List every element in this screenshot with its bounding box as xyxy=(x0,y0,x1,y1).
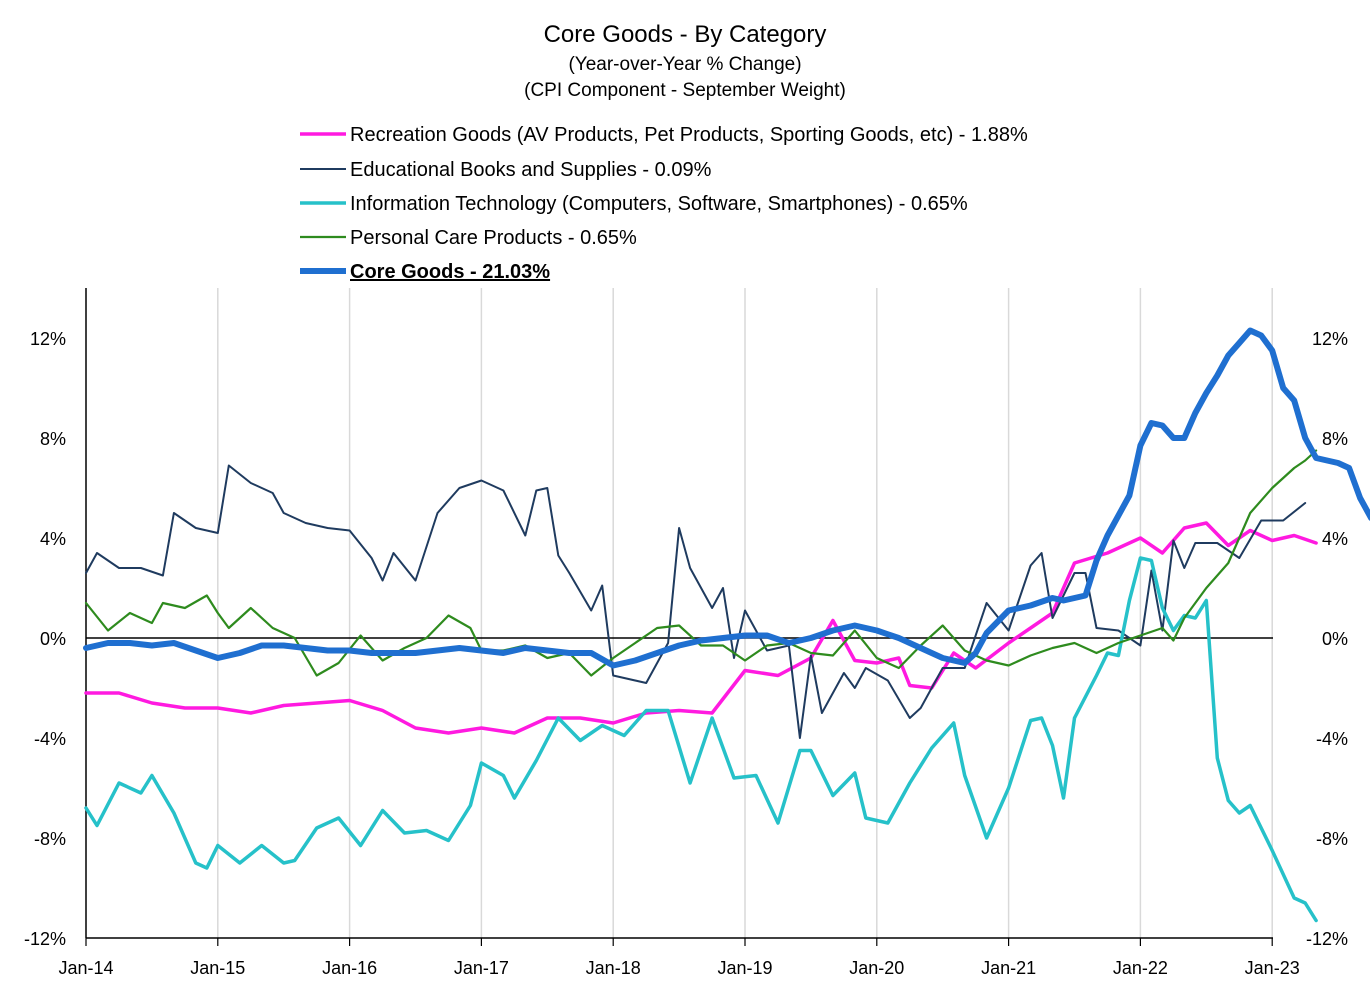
y-tick-label-right: 4% xyxy=(1322,529,1348,549)
series-lines xyxy=(83,327,1370,923)
y-tick-label-right: -12% xyxy=(1306,929,1348,949)
legend-label-information-technology: Information Technology (Computers, Softw… xyxy=(350,193,968,215)
y-tick-label-right: 12% xyxy=(1312,329,1348,349)
x-tick-label: Jan-18 xyxy=(586,958,641,978)
chart-subtitle-1: (Year-over-Year % Change) xyxy=(568,54,801,75)
x-tick-label: Jan-14 xyxy=(58,958,113,978)
x-ticks: Jan-14 Jan-15 Jan-16 Jan-17 Jan-18 Jan-19 Jan-… xyxy=(58,938,1300,978)
y-tick-label-right: -4% xyxy=(1316,729,1348,749)
legend-label-core-goods: Core Goods - 21.03% xyxy=(350,261,550,283)
recreation-goods-line xyxy=(84,521,1318,735)
educational-books-line xyxy=(85,464,1307,739)
core-goods-line xyxy=(83,327,1370,669)
y-tick-label-left: -8% xyxy=(34,829,66,849)
x-tick-label: Jan-20 xyxy=(849,958,904,978)
legend-label-personal-care: Personal Care Products - 0.65% xyxy=(350,227,637,249)
chart-subtitle-2: (CPI Component - September Weight) xyxy=(524,80,846,101)
y-tick-label-left: 4% xyxy=(40,529,66,549)
x-tick-label: Jan-22 xyxy=(1113,958,1168,978)
x-tick-label: Jan-23 xyxy=(1245,958,1300,978)
legend-label-recreation: Recreation Goods (AV Products, Pet Produ… xyxy=(350,124,1028,146)
x-tick-label: Jan-21 xyxy=(981,958,1036,978)
x-tick-label: Jan-16 xyxy=(322,958,377,978)
y-tick-label-left: -4% xyxy=(34,729,66,749)
y-tick-label-left: 0% xyxy=(40,629,66,649)
x-tick-label: Jan-19 xyxy=(717,958,772,978)
personal-care-line xyxy=(84,449,1318,677)
y-tick-label-right: -8% xyxy=(1316,829,1348,849)
legend: Recreation Goods (AV Products, Pet Produ… xyxy=(300,124,1028,283)
y-tick-label-right: 0% xyxy=(1322,629,1348,649)
y-ticks-right: -12% -8% -4% 0% 4% 8% 12% xyxy=(1306,329,1348,949)
y-tick-label-left: 8% xyxy=(40,429,66,449)
information-technology-line xyxy=(84,556,1318,923)
y-tick-label-left: -12% xyxy=(24,929,66,949)
chart-title: Core Goods - By Category xyxy=(544,21,827,48)
x-tick-label: Jan-15 xyxy=(190,958,245,978)
legend-label-educational: Educational Books and Supplies - 0.09% xyxy=(350,159,712,181)
y-tick-label-left: 12% xyxy=(30,329,66,349)
x-tick-label: Jan-17 xyxy=(454,958,509,978)
y-ticks-left: -12% -8% -4% 0% 4% 8% 12% xyxy=(24,329,66,949)
y-tick-label-right: 8% xyxy=(1322,429,1348,449)
